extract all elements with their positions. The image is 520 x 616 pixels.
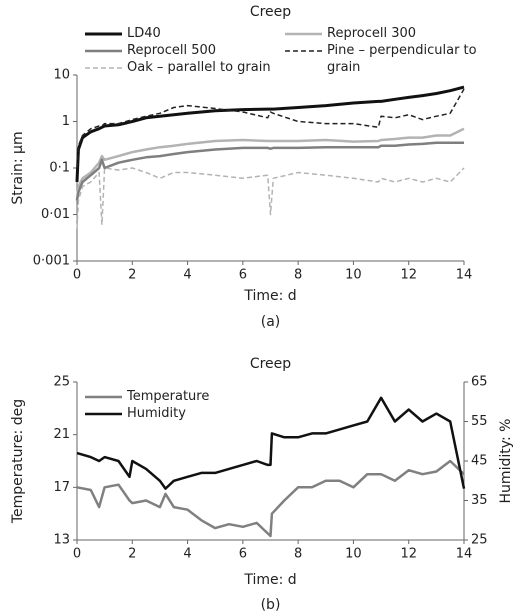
legend-label: LD40 <box>127 26 161 41</box>
y-tick-label: 1 <box>62 114 70 129</box>
x-tick-label: 6 <box>239 268 247 283</box>
x-tick-label: 6 <box>239 547 247 562</box>
y-tick-label: 17 <box>53 480 70 495</box>
y-axis-label: Strain: µm <box>10 131 26 204</box>
x-tick-label: 8 <box>294 268 302 283</box>
legend-label: Reprocell 500 <box>127 43 217 58</box>
series-line <box>75 85 465 183</box>
legend-entry: Oak – parallel to grain <box>127 60 271 75</box>
legend-label: Temperature <box>127 389 210 404</box>
x-tick-label: 14 <box>456 547 473 562</box>
x-tick-label: 14 <box>456 268 473 283</box>
y2-tick-label: 25 <box>471 533 488 548</box>
y-tick-label: 21 <box>53 427 70 442</box>
y2-tick-label: 55 <box>471 414 488 429</box>
x-tick-label: 4 <box>183 547 191 562</box>
y-tick-label: 0·1 <box>49 161 70 176</box>
legend-entry: Reprocell 300 <box>327 26 417 41</box>
y-tick-label: 13 <box>53 533 70 548</box>
y-tick-label: 0·001 <box>33 254 70 269</box>
x-tick-label: 12 <box>400 547 417 562</box>
y-tick-label: 10 <box>53 68 70 83</box>
y2-tick-label: 45 <box>471 454 488 469</box>
series-line <box>75 127 465 201</box>
x-tick-label: 0 <box>73 547 81 562</box>
series-line <box>75 141 464 201</box>
y2-tick-label: 65 <box>471 375 488 390</box>
series-line <box>76 88 465 169</box>
x-tick-label: 2 <box>128 547 136 562</box>
x-tick-label: 10 <box>345 268 362 283</box>
series-line <box>76 396 466 490</box>
legend-entry: LD40 <box>127 26 161 41</box>
caption: (b) <box>261 597 281 613</box>
legend-label: Reprocell 300 <box>327 26 417 41</box>
x-tick-label: 12 <box>400 268 417 283</box>
y-axis-label: Temperature: deg <box>10 399 26 524</box>
y-tick-label: 0·01 <box>41 207 70 222</box>
y2-axis-label: Humidity: % <box>498 419 514 504</box>
x-axis-label: Time: d <box>243 288 296 304</box>
x-axis-label: Time: d <box>243 572 296 588</box>
legend-entry: Temperature <box>127 389 210 404</box>
series-line <box>76 459 465 538</box>
chart-title: Creep <box>250 356 291 372</box>
y-tick-label: 25 <box>53 375 70 390</box>
chart-title: Creep <box>250 4 291 20</box>
x-tick-label: 10 <box>345 547 362 562</box>
caption: (a) <box>261 314 281 330</box>
legend-entry: Reprocell 500 <box>127 43 217 58</box>
legend-label: Pine – perpendicular to grain <box>327 43 477 75</box>
x-tick-label: 8 <box>294 547 302 562</box>
x-tick-label: 0 <box>73 268 81 283</box>
legend-entry: Pine – perpendicular to grain <box>327 43 477 75</box>
legend-label: Oak – parallel to grain <box>127 60 271 75</box>
y2-tick-label: 35 <box>471 493 488 508</box>
legend-entry: Humidity <box>127 406 186 421</box>
x-tick-label: 2 <box>128 268 136 283</box>
legend-label: Humidity <box>127 406 186 421</box>
x-tick-label: 4 <box>183 268 191 283</box>
series-line <box>76 167 465 229</box>
